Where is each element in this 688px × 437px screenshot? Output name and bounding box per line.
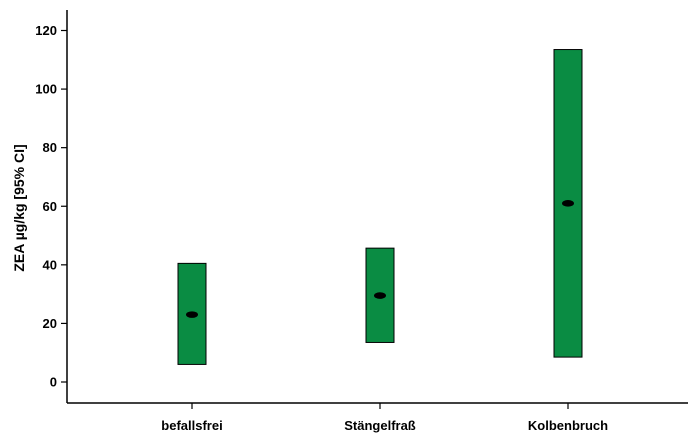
x-tick-label-2: Stängelfraß <box>344 418 416 433</box>
y-tick-label-80: 80 <box>43 140 57 155</box>
plot-frame <box>66 10 688 404</box>
y-tick-label-40: 40 <box>43 257 57 272</box>
y-axis-title: ZEA µg/kg [95% CI] <box>11 144 27 271</box>
mean-marker-2 <box>374 292 386 299</box>
y-tick-label-20: 20 <box>43 316 57 331</box>
y-tick-label-0: 0 <box>50 375 57 390</box>
mean-marker-1 <box>186 311 198 318</box>
ci-bars <box>177 49 583 365</box>
y-tick-label-100: 100 <box>35 82 57 97</box>
y-axis-ticks: 0 20 40 60 80 100 120 <box>35 23 67 390</box>
y-tick-label-120: 120 <box>35 23 57 38</box>
y-tick-label-60: 60 <box>43 199 57 214</box>
x-axis-ticks: befallsfrei Stängelfraß Kolbenbruch <box>161 403 608 433</box>
x-tick-label-3: Kolbenbruch <box>528 418 608 433</box>
ci-bar-3 <box>553 49 583 358</box>
mean-marker-3 <box>562 200 574 207</box>
x-tick-label-1: befallsfrei <box>161 418 222 433</box>
